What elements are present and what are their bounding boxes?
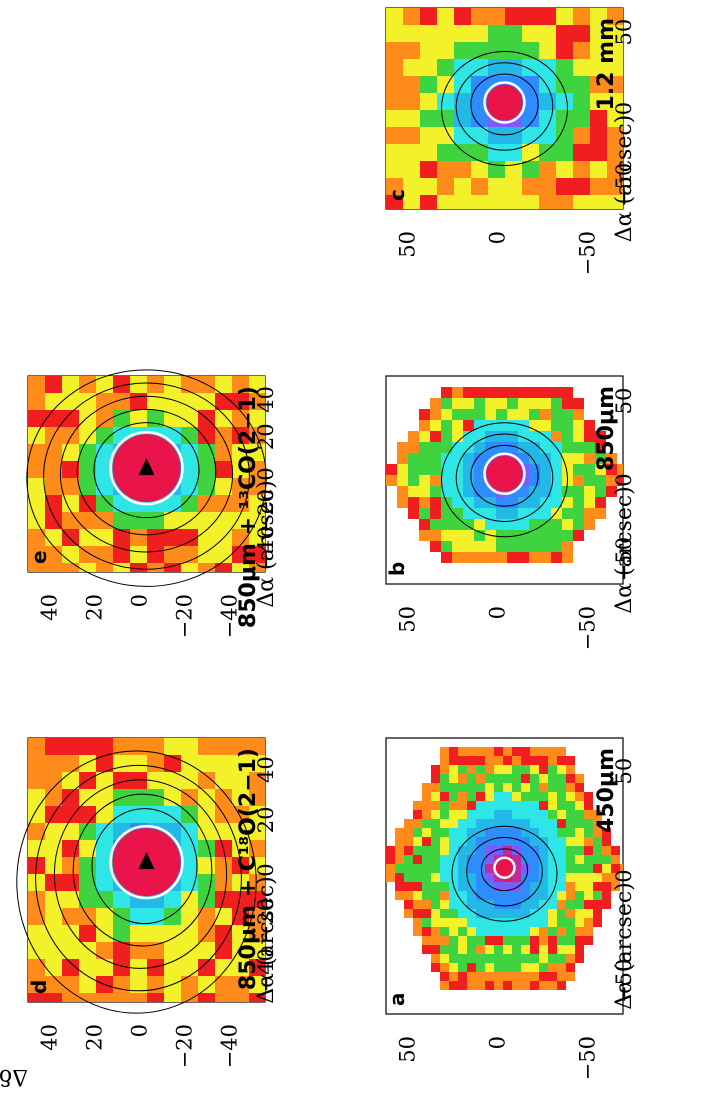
contour-e-2 (76, 408, 217, 536)
contour-b-1 (470, 444, 539, 507)
source-marker-d (138, 852, 155, 870)
emission-peak-c (486, 84, 523, 121)
contour-d-4 (35, 764, 242, 992)
xtick-label-b-0: 50 (612, 388, 636, 415)
x-axis-label-e: Δα (arcsec) (254, 480, 279, 608)
ytick-label-c-0: 50 (395, 231, 419, 258)
y-axis-label: Δδ (arcsec) (0, 1064, 28, 1089)
axis-ticks-c: 50 0 −50 50 0 −50 (395, 19, 636, 276)
xtick-label-d-0: 40 (254, 756, 278, 783)
xtick-label-e-1: 20 (254, 423, 278, 450)
xtick-label-a-0: 50 (612, 758, 636, 785)
contour-e-3 (59, 395, 234, 553)
xtick-label-b-1: 0 (612, 473, 636, 486)
white-contour-d (109, 824, 184, 900)
pixel-map-c (386, 8, 623, 209)
panel-letter-b: b (385, 562, 409, 576)
ytick-label-b-0: 50 (395, 606, 419, 633)
ytick-label-a-2: −50 (576, 1036, 600, 1080)
contour-d-1 (91, 808, 198, 925)
ytick-label-d-3: −20 (173, 1024, 197, 1068)
white-contour-e (109, 430, 184, 506)
contour-d-2 (72, 793, 213, 947)
x-axis-label-c: Δα (arcsec) (612, 115, 637, 243)
panel-letter-d: d (27, 980, 51, 994)
x-axis-label-b: Δα (arcsec) (612, 486, 637, 614)
xtick-label-d-4: −40 (254, 948, 278, 992)
axis-ticks-a: 50 0 −50 50 0 −50 (395, 758, 636, 1081)
xtick-label-d-2: 0 (254, 863, 278, 876)
xtick-label-e-0: 40 (254, 386, 278, 413)
xtick-label-e-3: −20 (254, 489, 278, 533)
x-axis-label-d: Δα (arcsec) (254, 876, 279, 1004)
axis-ticks-d: 40 20 0 −20 −40 40 20 0 −20 −40 (37, 756, 278, 1068)
contour-c-3 (441, 50, 568, 166)
contour-a-2 (466, 837, 543, 907)
ytick-label-d-4: −40 (218, 1024, 242, 1068)
ytick-label-b-1: 0 (486, 606, 510, 619)
ytick-label-b-2: −50 (576, 606, 600, 650)
xtick-label-c-0: 50 (612, 19, 636, 46)
ytick-label-e-0: 40 (37, 594, 61, 621)
xtick-label-b-2: −50 (612, 537, 636, 581)
xtick-label-e-2: 0 (254, 467, 278, 480)
contour-c-1 (470, 73, 539, 136)
source-marker-e (138, 458, 155, 476)
xtick-label-d-3: −20 (254, 898, 278, 942)
contour-b-3 (441, 422, 568, 538)
band-label-c: 1.2 mm (594, 18, 619, 110)
band-label-a: 450μm (594, 748, 619, 833)
contour-c-2 (455, 62, 554, 151)
white-contour-a (493, 856, 516, 879)
ytick-label-d-0: 40 (37, 1024, 61, 1051)
pixel-map-b (386, 387, 623, 563)
contour-a-1 (480, 848, 529, 892)
xtick-label-c-1: 0 (612, 102, 636, 115)
xtick-label-a-1: 0 (612, 869, 636, 882)
ytick-label-e-2: 0 (128, 594, 152, 607)
ytick-label-d-2: 0 (128, 1024, 152, 1037)
ytick-label-a-1: 0 (486, 1036, 510, 1049)
contour-d-3 (53, 779, 228, 969)
xtick-label-c-2: −50 (612, 163, 636, 207)
band-label-e: 850μm + ¹³CO(2−1) (236, 386, 261, 628)
panel-letter-a: a (385, 993, 409, 1007)
ytick-label-d-1: 20 (82, 1024, 106, 1051)
ytick-label-c-2: −50 (576, 231, 600, 275)
contour-d-5 (16, 750, 257, 1014)
ytick-label-e-4: −40 (218, 594, 242, 638)
axis-ticks-b: 50 0 −50 50 0 −50 (395, 388, 636, 651)
panel-letter-c: c (385, 189, 409, 201)
ytick-label-c-1: 0 (486, 231, 510, 244)
pixel-map-a (386, 747, 623, 990)
white-contour-b (483, 452, 526, 496)
contour-b-2 (455, 433, 554, 522)
xtick-label-d-1: 20 (254, 806, 278, 833)
contour-a-3 (451, 825, 558, 922)
band-label-b: 850μm (594, 386, 619, 471)
xtick-label-e-4: −40 (254, 526, 278, 570)
band-label-d: 850μm + C¹⁸O(2−1) (236, 748, 261, 990)
white-contour-c (483, 81, 526, 124)
emission-peak-b (486, 455, 523, 492)
ytick-label-e-1: 20 (82, 594, 106, 621)
xtick-label-a-2: −50 (612, 959, 636, 1003)
pixel-map-d (28, 738, 265, 1002)
panel-letter-e: e (27, 550, 51, 564)
contour-e-5 (26, 369, 267, 587)
x-axis-label-a: Δα (arcsec) (612, 882, 637, 1010)
ytick-label-e-3: −20 (173, 594, 197, 638)
ytick-label-a-0: 50 (395, 1036, 419, 1063)
contour-e-1 (93, 422, 200, 519)
contour-e-4 (43, 382, 250, 570)
emission-peak-a (496, 859, 513, 876)
